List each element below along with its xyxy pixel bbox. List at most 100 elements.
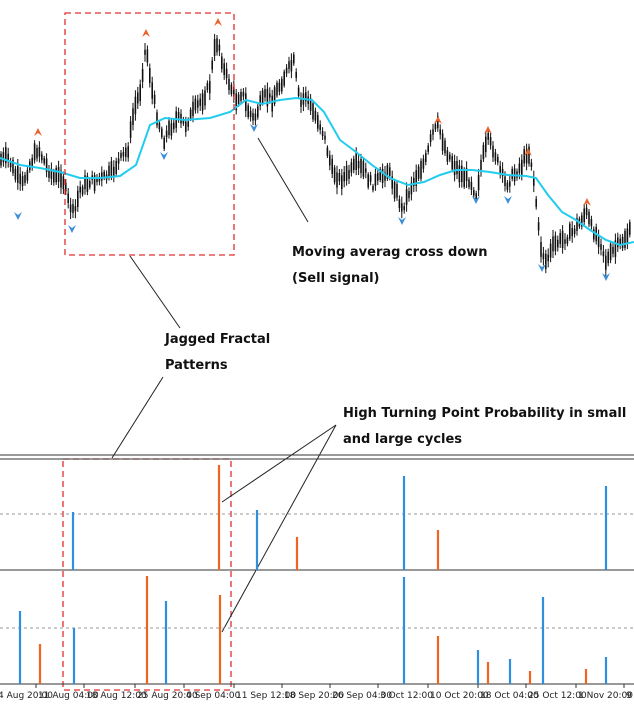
candle-body — [259, 95, 261, 107]
fractal-down-marker — [538, 264, 546, 272]
candle-body — [0, 153, 2, 166]
candle-body — [492, 145, 494, 158]
candle-body — [21, 176, 24, 186]
candle-body — [405, 189, 408, 205]
candle-body — [5, 147, 7, 164]
candle-body — [237, 94, 240, 105]
candle-body — [566, 237, 569, 244]
time-tick-label: 9 N — [626, 691, 634, 701]
ma-cross-leader — [257, 137, 309, 223]
candle-body — [554, 235, 557, 252]
candle-body — [331, 158, 333, 174]
candle-body — [103, 171, 105, 179]
candle-body — [348, 170, 350, 179]
candle-body — [535, 198, 537, 207]
candle-body — [283, 71, 285, 86]
candle-body — [389, 167, 391, 176]
candle-body — [393, 181, 396, 199]
candle-body — [297, 87, 300, 97]
candle-body — [41, 154, 43, 161]
candle-body — [485, 136, 487, 153]
candle-body — [194, 98, 197, 111]
candle-body — [324, 135, 326, 140]
candle-body — [408, 191, 410, 199]
candle-body — [257, 106, 259, 118]
candle-body — [504, 176, 506, 187]
candle-body — [33, 143, 36, 161]
time-tick-label: 11 Sep 12:00 — [236, 691, 296, 701]
candle-body — [379, 169, 381, 181]
candle-body — [549, 243, 552, 258]
candle-body — [353, 158, 355, 171]
candle-body — [607, 251, 609, 264]
candle-body — [129, 121, 132, 138]
time-tick-label: 4 Sep 04:00 — [186, 691, 241, 701]
fractal-down-marker — [504, 196, 512, 204]
candle-body — [187, 121, 189, 127]
candle-body — [343, 172, 345, 182]
candle-body — [53, 172, 55, 183]
candle-body — [285, 67, 288, 74]
price-panel — [0, 18, 634, 281]
candle-body — [269, 93, 271, 98]
candle-body — [81, 186, 84, 195]
candle-body — [386, 164, 389, 179]
candle-body — [122, 151, 125, 157]
candle-body — [357, 160, 360, 169]
candle-body — [300, 98, 302, 107]
candle-body — [381, 168, 384, 183]
candle-body — [55, 167, 57, 183]
candle-body — [62, 176, 65, 190]
candle-body — [461, 165, 463, 183]
fractal-up-marker — [484, 126, 492, 134]
fractal-down-marker — [398, 217, 406, 225]
candle-body — [415, 170, 417, 186]
candle-body — [545, 253, 547, 270]
candle-body — [266, 88, 269, 107]
candle-body — [161, 128, 163, 138]
candle-body — [7, 153, 9, 162]
candle-body — [374, 173, 377, 186]
candle-body — [57, 167, 60, 182]
candle-body — [113, 166, 115, 176]
candle-body — [199, 98, 201, 106]
candle-body — [528, 146, 530, 164]
candle-body — [278, 82, 281, 92]
candle-body — [571, 227, 573, 237]
candlesticks — [0, 33, 631, 277]
candle-body — [446, 150, 449, 162]
candle-body — [362, 160, 365, 177]
candle-body — [600, 244, 602, 250]
candle-body — [67, 193, 69, 203]
candle-body — [50, 168, 53, 179]
candle-body — [360, 158, 362, 174]
candle-body — [372, 186, 374, 191]
candle-body — [293, 54, 295, 64]
candle-body — [439, 129, 441, 135]
candle-body — [413, 177, 415, 187]
candle-body — [319, 124, 321, 131]
fractal-down-marker — [602, 273, 610, 281]
fractal-highlight-box — [64, 12, 235, 256]
time-tick-label: 3 Oct 12:00 — [380, 691, 433, 701]
candle-body — [137, 92, 139, 104]
candle-body — [36, 147, 38, 159]
candle-body — [576, 218, 578, 231]
moving-average-line — [0, 96, 634, 247]
candle-body — [509, 181, 511, 187]
candle-body — [429, 134, 432, 143]
candle-body — [242, 91, 245, 97]
candle-body — [146, 49, 149, 63]
candle-body — [245, 93, 247, 112]
candle-body — [617, 237, 619, 248]
candle-body — [367, 174, 369, 188]
candle-body — [38, 146, 41, 157]
candle-body — [585, 207, 588, 216]
candle-body — [271, 95, 273, 112]
candle-body — [369, 175, 372, 182]
time-tick-label: 11 Aug 04:00 — [38, 691, 99, 701]
candle-body — [341, 175, 343, 189]
fractal-leader-top — [129, 255, 181, 329]
candle-body — [93, 175, 96, 191]
candle-body — [552, 236, 554, 252]
